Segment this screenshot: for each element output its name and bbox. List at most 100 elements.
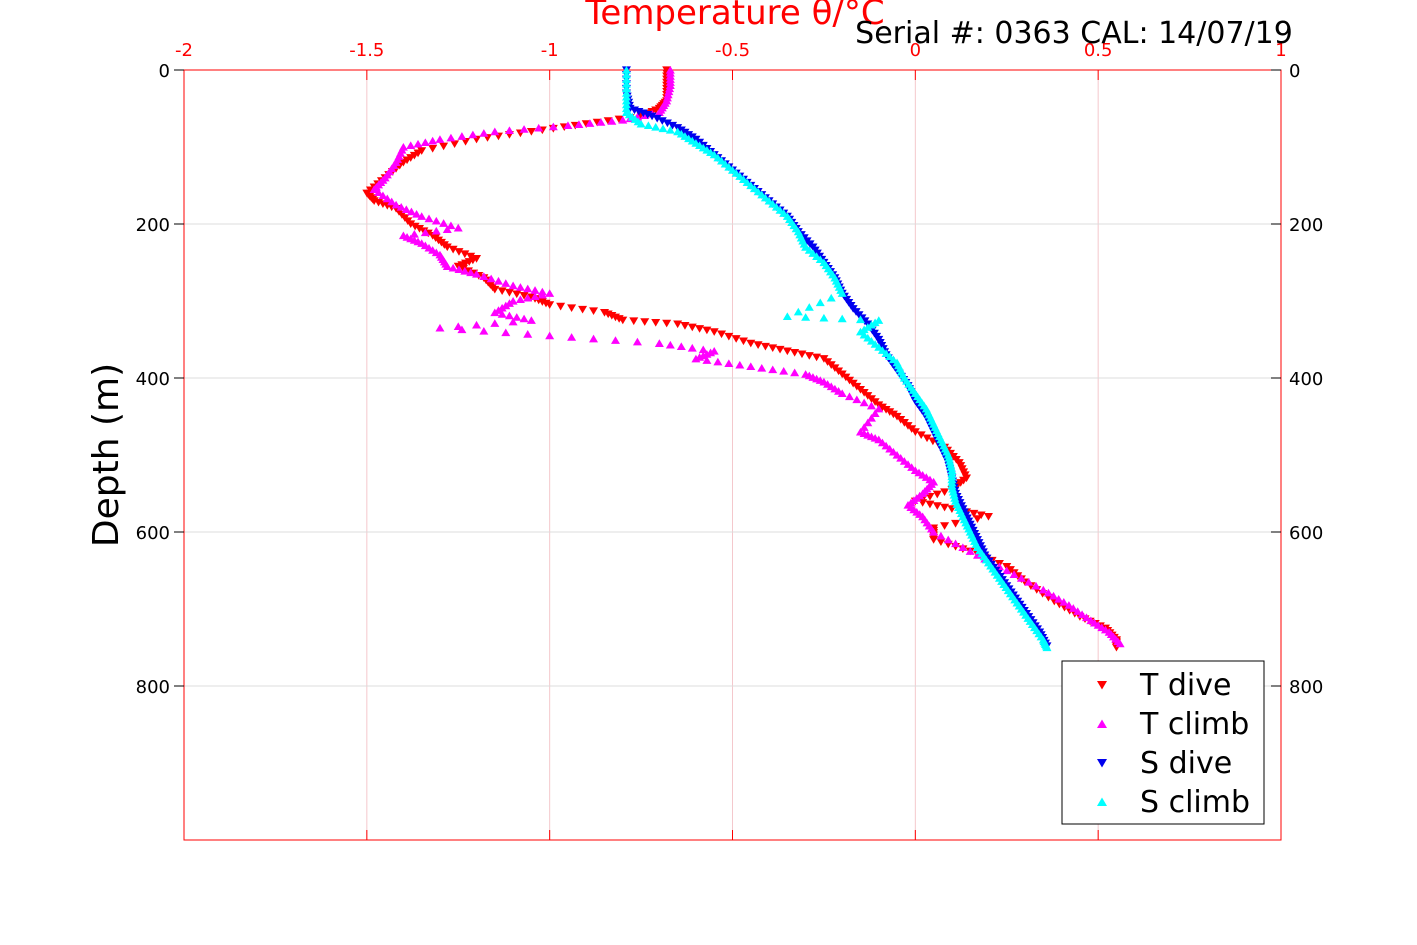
data-point	[691, 354, 701, 363]
data-point	[501, 279, 511, 287]
data-point	[958, 543, 968, 551]
data-point	[417, 147, 427, 155]
data-point	[428, 136, 438, 145]
data-point	[863, 418, 873, 427]
data-point	[870, 409, 880, 418]
data-point	[866, 413, 876, 422]
data-point	[453, 223, 463, 232]
data-point	[647, 112, 657, 121]
series-t-climb	[369, 65, 1125, 648]
data-point	[768, 365, 778, 374]
data-point	[680, 322, 690, 330]
data-point	[717, 330, 727, 339]
data-point	[406, 207, 416, 216]
data-point	[983, 513, 993, 521]
data-point	[1081, 613, 1091, 622]
data-point	[589, 334, 599, 343]
data-point	[837, 389, 847, 397]
data-point	[417, 212, 427, 220]
data-point	[504, 126, 514, 134]
data-point	[406, 220, 416, 229]
data-point	[457, 325, 467, 334]
data-point	[654, 339, 664, 347]
data-point	[420, 228, 430, 237]
data-point	[940, 522, 950, 530]
data-point	[636, 119, 646, 128]
data-point	[574, 120, 584, 128]
data-point	[413, 149, 423, 158]
data-point	[804, 303, 814, 311]
data-point	[654, 108, 664, 116]
series-s-climb	[621, 65, 1052, 652]
data-point	[1043, 588, 1053, 597]
data-point	[1031, 581, 1041, 590]
data-point	[874, 404, 884, 413]
data-point	[442, 225, 452, 233]
legend-label: T dive	[1139, 668, 1231, 703]
data-point	[431, 216, 441, 225]
data-point	[442, 243, 452, 252]
data-point	[640, 318, 650, 326]
legend-label: S climb	[1140, 785, 1250, 820]
data-point	[1077, 610, 1087, 618]
data-point	[812, 353, 822, 362]
data-point	[409, 229, 419, 238]
data-point	[490, 285, 500, 294]
data-point	[439, 219, 449, 227]
data-point	[1064, 601, 1074, 609]
data-point	[1049, 591, 1059, 600]
data-point	[652, 114, 662, 123]
x-tick-label: 0	[910, 40, 921, 61]
data-point	[1002, 566, 1012, 575]
data-point	[618, 316, 628, 325]
data-point	[866, 401, 876, 410]
data-point	[504, 311, 514, 320]
data-point	[724, 359, 734, 367]
data-point	[454, 265, 464, 274]
data-point	[695, 325, 705, 333]
data-point	[526, 128, 536, 136]
y-tick-label-right: 200	[1289, 215, 1323, 236]
data-point	[940, 488, 950, 497]
data-point	[439, 142, 449, 151]
data-point	[651, 318, 661, 327]
data-point	[446, 221, 456, 230]
data-point	[545, 301, 555, 309]
data-point	[378, 191, 388, 200]
data-point	[490, 308, 500, 317]
data-point	[859, 423, 869, 431]
data-point	[1068, 604, 1078, 612]
data-point	[676, 342, 686, 351]
data-point	[643, 121, 653, 130]
data-point	[526, 316, 536, 324]
data-point	[450, 140, 460, 148]
data-point	[412, 209, 422, 218]
data-point	[662, 319, 672, 328]
data-point	[951, 519, 961, 528]
data-point	[885, 408, 895, 416]
data-point	[819, 313, 829, 322]
data-point	[916, 431, 926, 440]
data-point	[731, 335, 741, 343]
data-point	[621, 79, 631, 88]
data-point	[515, 295, 525, 304]
data-point	[460, 266, 470, 275]
data-point	[621, 84, 631, 93]
legend-marker	[1097, 797, 1107, 806]
y-axis-label: Depth (m)	[86, 363, 127, 547]
data-point	[976, 511, 986, 520]
data-point	[428, 144, 438, 153]
data-point	[665, 126, 675, 134]
data-point	[1073, 607, 1083, 615]
data-point	[621, 65, 631, 74]
data-point	[621, 96, 631, 105]
data-point	[793, 307, 803, 316]
data-point	[448, 263, 458, 272]
data-point	[702, 356, 712, 364]
data-point	[746, 362, 756, 371]
data-point	[852, 395, 862, 404]
data-point	[621, 89, 631, 97]
data-point	[837, 289, 847, 297]
data-point	[1059, 598, 1069, 606]
chart-title: Temperature θ/°C	[584, 0, 884, 33]
